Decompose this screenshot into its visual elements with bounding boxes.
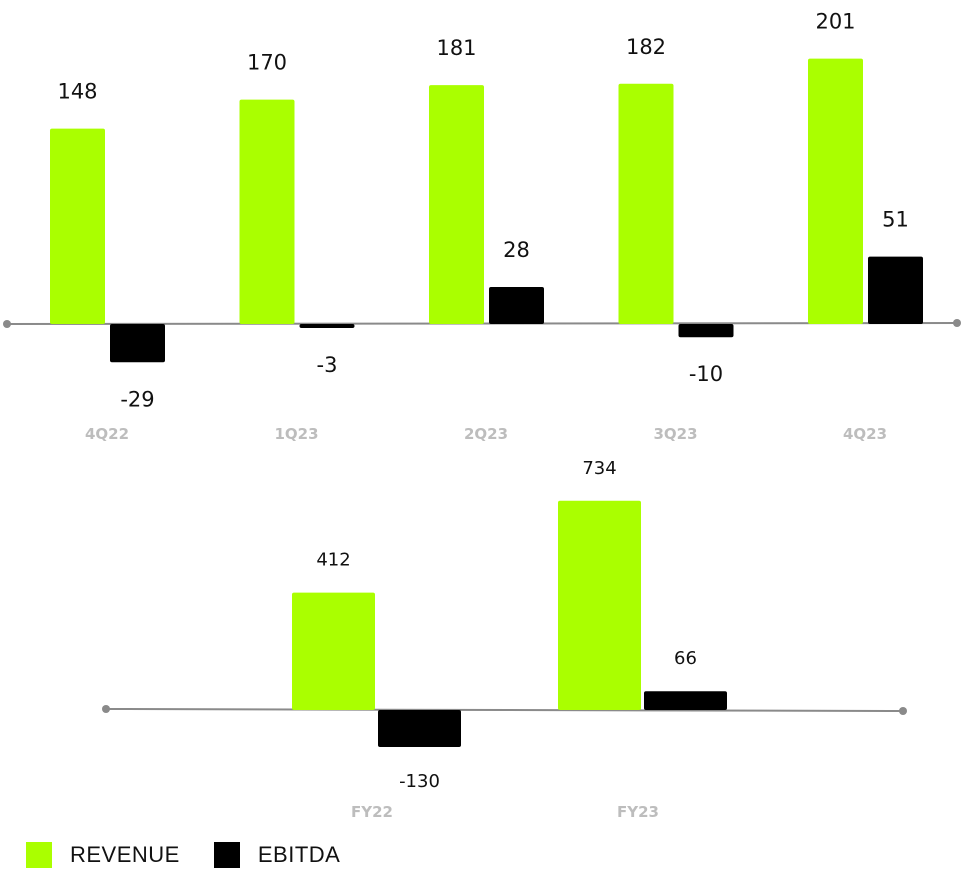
category-label-fy22: FY22 xyxy=(351,803,393,821)
axis-end-dot xyxy=(102,705,110,713)
bar-ebitda-4q23 xyxy=(868,256,923,324)
legend-swatch-ebitda xyxy=(213,842,240,868)
legend-label-ebitda: EBITDA xyxy=(257,842,341,867)
category-label-4q23: 4Q23 xyxy=(843,425,887,443)
bar-ebitda-fy22 xyxy=(378,710,461,748)
data-label-revenue-2q23: 181 xyxy=(436,36,476,60)
data-label-ebitda-fy22: -130 xyxy=(399,771,440,792)
axis-end-dot xyxy=(3,320,11,328)
bar-revenue-4q22 xyxy=(50,128,105,324)
legend-item-ebitda: EBITDA xyxy=(213,842,341,868)
data-label-revenue-1q23: 170 xyxy=(247,51,287,75)
bar-ebitda-4q22 xyxy=(110,324,165,363)
data-label-ebitda-4q22: -29 xyxy=(120,387,154,411)
category-label-fy23: FY23 xyxy=(617,803,659,821)
bar-revenue-fy22 xyxy=(292,592,375,710)
bar-ebitda-3q23 xyxy=(678,324,734,338)
annual-chart: 412 -130 FY22 734 66 FY23 xyxy=(102,458,907,821)
data-label-ebitda-4q23: 51 xyxy=(882,208,909,232)
category-label-1q23: 1Q23 xyxy=(274,425,318,443)
category-label-2q23: 2Q23 xyxy=(464,425,508,443)
bar-revenue-2q23 xyxy=(429,85,484,324)
quarterly-chart: 148 -29 4Q22 170 -3 1Q23 181 28 2Q23 182 -10 3Q23 20… xyxy=(3,10,961,443)
data-label-revenue-fy22: 412 xyxy=(316,550,350,571)
legend-item-revenue: REVENUE xyxy=(26,842,180,868)
axis-end-dot xyxy=(899,707,907,715)
data-label-revenue-fy23: 734 xyxy=(582,458,616,479)
bar-revenue-fy23 xyxy=(558,500,641,710)
bar-ebitda-1q23 xyxy=(299,324,355,328)
data-label-ebitda-3q23: -10 xyxy=(689,362,723,386)
data-label-revenue-4q22: 148 xyxy=(57,80,97,104)
data-label-ebitda-1q23: -3 xyxy=(317,353,338,377)
legend: REVENUE EBITDA xyxy=(26,842,374,868)
legend-swatch-revenue xyxy=(26,842,52,868)
axis-line xyxy=(105,708,904,712)
category-label-3q23: 3Q23 xyxy=(653,425,697,443)
bar-revenue-4q23 xyxy=(808,58,863,325)
bar-ebitda-2q23 xyxy=(489,287,544,324)
data-label-ebitda-2q23: 28 xyxy=(503,238,530,262)
axis-end-dot xyxy=(953,319,961,327)
legend-label-revenue: REVENUE xyxy=(70,842,180,867)
category-label-4q22: 4Q22 xyxy=(85,425,129,443)
bar-ebitda-fy23 xyxy=(644,691,727,710)
data-label-ebitda-fy23: 66 xyxy=(674,648,697,669)
data-label-revenue-3q23: 182 xyxy=(626,35,666,59)
bar-revenue-1q23 xyxy=(239,99,295,324)
bar-revenue-3q23 xyxy=(618,83,674,324)
data-label-revenue-4q23: 201 xyxy=(815,10,855,34)
